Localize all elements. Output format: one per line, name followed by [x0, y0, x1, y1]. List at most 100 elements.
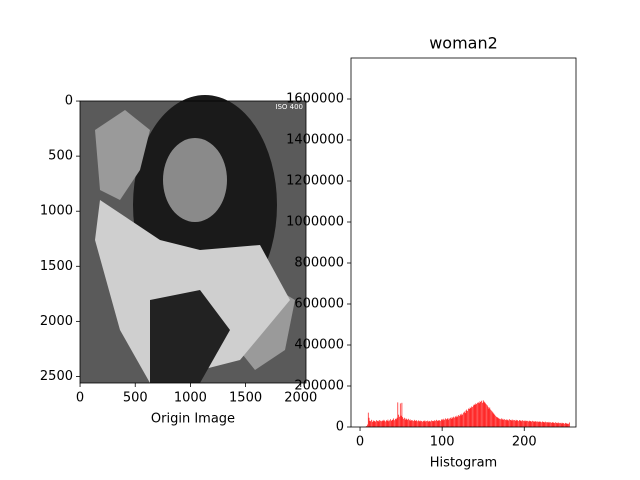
x-tick-label: 1500 [229, 391, 262, 406]
image-annotation: ISO 400 [275, 103, 303, 111]
bar [422, 421, 423, 427]
bar [503, 419, 505, 427]
bar [413, 419, 415, 427]
bar [450, 417, 451, 427]
y-tick-label: 500 [48, 149, 73, 164]
bar [486, 404, 487, 427]
bar [542, 421, 543, 427]
bar [523, 420, 524, 427]
bar [449, 418, 450, 427]
bar [425, 421, 427, 427]
y-tick-label: 1600000 [286, 92, 344, 107]
bar [532, 420, 533, 427]
bar [564, 423, 565, 427]
bar [383, 419, 385, 427]
bar [384, 420, 385, 427]
bar [506, 420, 508, 427]
bar [447, 417, 449, 427]
y-tick-label: 2000 [40, 314, 73, 329]
bar [517, 420, 519, 427]
bar [532, 421, 534, 427]
bar [520, 420, 522, 427]
bar [551, 422, 553, 427]
bar [507, 419, 509, 427]
bar [418, 420, 420, 427]
bar [533, 421, 535, 427]
bar [534, 421, 536, 427]
bar [386, 420, 388, 427]
bar [556, 422, 558, 427]
bar [376, 421, 378, 427]
bar [391, 420, 393, 427]
bar [381, 421, 382, 427]
bar [372, 421, 373, 427]
bar [531, 421, 532, 427]
bar [389, 420, 390, 427]
bar [553, 422, 555, 427]
bar [498, 418, 500, 427]
y-tick-label: 400000 [294, 338, 344, 353]
bar [505, 419, 507, 427]
y-tick-label: 1500 [40, 259, 73, 274]
bar [439, 420, 441, 427]
bar [414, 420, 416, 427]
bar [559, 423, 560, 427]
bar [525, 420, 527, 427]
bar [429, 421, 431, 427]
bar [478, 403, 480, 427]
bar [459, 415, 460, 427]
bar [482, 402, 483, 427]
bar [448, 419, 450, 427]
bar [393, 418, 395, 427]
bar [407, 419, 408, 427]
x-tick-label: 500 [123, 391, 148, 406]
bar [502, 418, 504, 427]
bar [504, 419, 505, 427]
bar [452, 418, 454, 427]
bar [515, 419, 517, 427]
bar [396, 417, 398, 427]
bar [440, 420, 441, 427]
axes-frame [79, 100, 307, 384]
bar [568, 423, 569, 427]
bar [479, 401, 481, 427]
x-axis-label: Histogram [430, 456, 497, 471]
y-tick-label: 2500 [40, 369, 73, 384]
bar [463, 411, 465, 427]
bar [543, 421, 545, 427]
bar [483, 401, 485, 427]
bar [402, 417, 404, 427]
bar [431, 421, 433, 427]
bar [569, 422, 570, 427]
bar [519, 420, 520, 427]
y-tick-label: 1400000 [286, 133, 344, 148]
bar [445, 418, 446, 427]
bar [446, 419, 448, 427]
bar [521, 421, 523, 427]
bar [451, 417, 453, 427]
bar [367, 412, 369, 427]
bar [436, 419, 437, 427]
bar [454, 417, 455, 427]
bar [494, 414, 496, 427]
bar [385, 421, 386, 427]
bar [376, 420, 377, 427]
bar [445, 419, 447, 427]
bar [558, 422, 560, 427]
bar [500, 419, 501, 427]
bar [540, 421, 542, 427]
bar [419, 421, 421, 427]
bar [377, 420, 379, 427]
x-tick-label: 1000 [174, 391, 207, 406]
bar [495, 415, 496, 427]
bar [420, 420, 422, 427]
bar [436, 420, 438, 427]
bar [560, 422, 561, 427]
x-tick-label: 0 [356, 435, 364, 450]
bar [523, 420, 525, 427]
bar [489, 407, 491, 427]
bar [403, 418, 404, 427]
x-tick-label: 0 [76, 391, 84, 406]
bar [500, 418, 502, 427]
